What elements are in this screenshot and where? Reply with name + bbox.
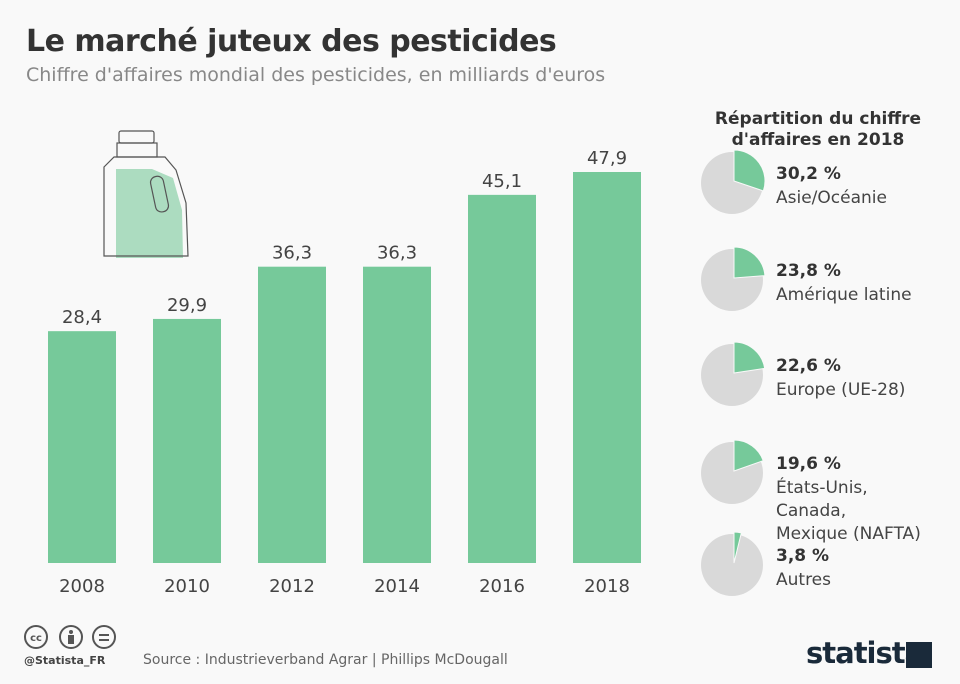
no-derivatives-icon bbox=[92, 625, 116, 649]
bar-value-label: 36,3 bbox=[272, 243, 312, 264]
chart-title: Le marché juteux des pesticides bbox=[26, 24, 557, 59]
x-tick-label: 2018 bbox=[584, 576, 630, 597]
pie-value-label: 30,2 % bbox=[776, 164, 841, 184]
pie-slice bbox=[733, 246, 766, 279]
chart-subtitle: Chiffre d'affaires mondial des pesticide… bbox=[26, 64, 606, 86]
pie-category-label: Canada, bbox=[776, 501, 846, 521]
pie-title: Répartition du chiffre d'affaires en 2018 bbox=[715, 109, 921, 150]
bar-2012 bbox=[258, 266, 326, 563]
statista-logo[interactable]: statista bbox=[806, 636, 924, 670]
attribution-icon bbox=[59, 625, 83, 649]
pie-rest bbox=[701, 534, 763, 596]
pie-slice bbox=[733, 149, 766, 192]
x-tick-label: 2012 bbox=[269, 576, 315, 597]
cc-icon: cc bbox=[24, 625, 48, 649]
x-tick-label: 2014 bbox=[374, 576, 420, 597]
bar-2010 bbox=[153, 318, 221, 563]
pie-value-label: 19,6 % bbox=[776, 454, 841, 474]
pie-category-label: États-Unis, bbox=[776, 476, 868, 498]
bar-2018 bbox=[573, 172, 641, 563]
pie-category-label: Asie/Océanie bbox=[776, 188, 887, 208]
pie-slice bbox=[733, 341, 766, 374]
pie-category-label: Amérique latine bbox=[776, 285, 912, 305]
bar-value-label: 47,9 bbox=[587, 148, 627, 169]
license-icons: cc bbox=[24, 625, 116, 649]
bar-value-label: 29,9 bbox=[167, 295, 207, 316]
pie-slice bbox=[733, 531, 742, 564]
bottle-icon bbox=[103, 130, 189, 258]
pie-category-label: Mexique (NAFTA) bbox=[776, 524, 921, 544]
pie-category-label: Europe (UE-28) bbox=[776, 380, 905, 400]
x-tick-label: 2016 bbox=[479, 576, 525, 597]
pie-slice bbox=[733, 439, 764, 472]
twitter-handle[interactable]: @Statista_FR bbox=[24, 654, 106, 667]
bar-value-label: 36,3 bbox=[377, 243, 417, 264]
pie-value-label: 23,8 % bbox=[776, 261, 841, 281]
bar-2014 bbox=[363, 266, 431, 563]
bar-2016 bbox=[468, 194, 536, 563]
pie-value-label: 22,6 % bbox=[776, 356, 841, 376]
pie-category-label: Autres bbox=[776, 570, 831, 590]
bar-value-label: 28,4 bbox=[62, 307, 102, 328]
x-tick-label: 2008 bbox=[59, 576, 105, 597]
bar-value-label: 45,1 bbox=[482, 171, 522, 192]
statista-logo-mark bbox=[906, 642, 932, 668]
pie-value-label: 3,8 % bbox=[776, 546, 829, 566]
source-text: Source : Industrieverband Agrar | Philli… bbox=[143, 652, 508, 668]
x-tick-label: 2010 bbox=[164, 576, 210, 597]
svg-text:cc: cc bbox=[30, 633, 42, 644]
bar-2008 bbox=[48, 331, 116, 563]
